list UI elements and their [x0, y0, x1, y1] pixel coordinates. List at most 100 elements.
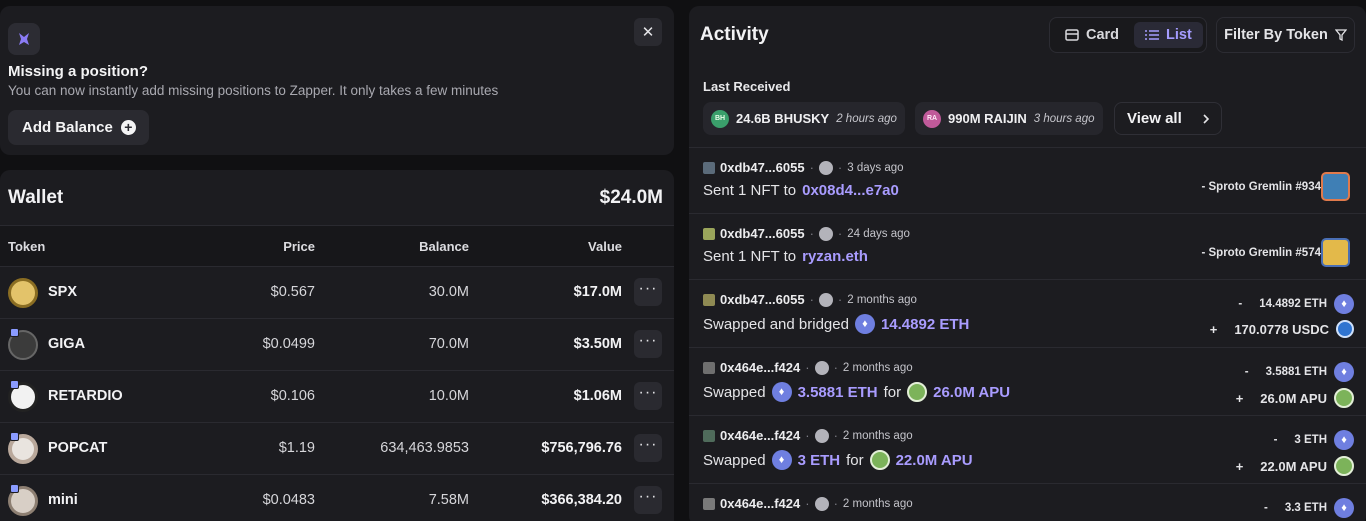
- activity-item[interactable]: 0x464e...f424 · · 2 months ago Swapped ♦…: [689, 415, 1366, 483]
- amount-out: - 14.4892 ETH ♦: [1238, 294, 1354, 314]
- eth-icon: ♦: [1334, 430, 1354, 450]
- chain-badge-icon: [10, 380, 19, 389]
- more-options-button[interactable]: ···: [634, 278, 662, 306]
- token-amount-link[interactable]: 3.5881 ETH: [797, 383, 878, 401]
- token-symbol: RETARDIO: [48, 388, 123, 404]
- wallet-icon: [703, 227, 715, 240]
- recipient-link[interactable]: ryzan.eth: [802, 248, 868, 265]
- token-amount-link[interactable]: 26.0M APU: [933, 383, 1011, 401]
- token-amount-link[interactable]: 14.4892 ETH: [880, 315, 970, 333]
- wallet-icon: [703, 497, 715, 510]
- ethereum-network-icon: [818, 226, 833, 241]
- wallet-address[interactable]: 0x464e...f424: [720, 496, 801, 511]
- token-value: $366,384.20: [541, 492, 622, 508]
- separator: ·: [837, 292, 843, 307]
- wallet-icon: [703, 161, 715, 174]
- ethereum-network-icon: [814, 360, 829, 375]
- col-balance[interactable]: Balance: [419, 239, 469, 254]
- amount-out-value: 14.4892 ETH: [1259, 298, 1327, 310]
- separator: ·: [837, 226, 843, 241]
- minus-sign: -: [1273, 434, 1278, 446]
- activity-item[interactable]: 0x464e...f424 · · 2 months ago Swapped ♦…: [689, 347, 1366, 415]
- filter-by-token-button[interactable]: Filter By Token: [1216, 17, 1355, 53]
- amount-out: - 3 ETH ♦: [1274, 430, 1354, 450]
- giga-token-icon: [8, 330, 38, 360]
- wallet-title: Wallet: [8, 187, 64, 208]
- nft-name: - Sproto Gremlin #934: [1201, 181, 1321, 193]
- activity-item[interactable]: 0xdb47...6055 · · 3 days ago Sent 1 NFT …: [689, 147, 1366, 213]
- token-amount-link[interactable]: 22.0M APU: [895, 451, 973, 469]
- wallet-panel: Wallet $24.0M Token Price Balance Value …: [0, 170, 674, 521]
- wallet-address[interactable]: 0x464e...f424: [720, 360, 801, 375]
- activity-item[interactable]: 0xdb47...6055 · · 24 days ago Sent 1 NFT…: [689, 213, 1366, 279]
- chip-amount: 990M RAIJIN: [948, 111, 1027, 126]
- token-symbol: mini: [48, 492, 78, 508]
- activity-panel: Activity Card List Filter By Token Last …: [689, 6, 1366, 521]
- plus-sign: +: [1209, 321, 1218, 337]
- card-view-button[interactable]: Card: [1054, 22, 1130, 48]
- received-chip[interactable]: RA 990M RAIJIN 3 hours ago: [915, 102, 1103, 135]
- wallet-total: $24.0M: [599, 187, 663, 208]
- amount-out-value: 3.5881 ETH: [1265, 366, 1327, 378]
- recipient-link[interactable]: 0x08d4...e7a0: [802, 182, 899, 199]
- wallet-address[interactable]: 0x464e...f424: [720, 428, 801, 443]
- apu-token-icon: [907, 382, 928, 402]
- col-value[interactable]: Value: [588, 239, 622, 254]
- col-token[interactable]: Token: [8, 239, 46, 254]
- for-label: for: [846, 451, 864, 469]
- nft-thumbnail[interactable]: [1321, 172, 1350, 201]
- table-row[interactable]: SPX $0.567 30.0M $17.0M ···: [0, 267, 674, 319]
- nft-thumbnail[interactable]: [1321, 238, 1350, 267]
- activity-verb: Swapped: [703, 383, 766, 401]
- last-received-label: Last Received: [703, 79, 791, 94]
- table-row[interactable]: mini $0.0483 7.58M $366,384.20 ···: [0, 475, 674, 521]
- ethereum-network-icon: [814, 496, 829, 511]
- table-row[interactable]: RETARDIO $0.106 10.0M $1.06M ···: [0, 371, 674, 423]
- wallet-address[interactable]: 0xdb47...6055: [720, 160, 805, 175]
- wallet-icon: [703, 361, 715, 374]
- wallet-address[interactable]: 0xdb47...6055: [720, 226, 805, 241]
- list-view-button[interactable]: List: [1134, 22, 1203, 48]
- minus-sign: -: [1263, 502, 1268, 514]
- chain-badge-icon: [10, 432, 19, 441]
- usdc-icon: [1336, 320, 1354, 338]
- table-row[interactable]: POPCAT $1.19 634,463.9853 $756,796.76 ··…: [0, 423, 674, 475]
- received-chip[interactable]: BH 24.6B BHUSKY 2 hours ago: [703, 102, 905, 135]
- more-options-button[interactable]: ···: [634, 382, 662, 410]
- token-symbol: POPCAT: [48, 440, 108, 456]
- plus-circle-icon: +: [120, 120, 136, 135]
- chevron-right-icon: [1203, 113, 1209, 124]
- col-price[interactable]: Price: [283, 239, 315, 254]
- ethereum-network-icon: [818, 292, 833, 307]
- more-options-button[interactable]: ···: [634, 330, 662, 358]
- add-balance-button[interactable]: Add Balance +: [8, 110, 149, 145]
- token-balance: 634,463.9853: [380, 440, 469, 456]
- eth-icon: ♦: [771, 382, 792, 402]
- chip-time: 3 hours ago: [1033, 112, 1095, 125]
- separator: ·: [833, 428, 838, 443]
- activity-item[interactable]: 0xdb47...6055 · · 2 months ago Swapped a…: [689, 279, 1366, 347]
- raijin-token-icon: RA: [923, 109, 941, 128]
- activity-item[interactable]: 0x464e...f424 · · 2 months ago - 3.3 ETH…: [689, 483, 1366, 521]
- apu-token-icon: [1334, 456, 1354, 476]
- separator: ·: [805, 360, 810, 375]
- separator: ·: [809, 226, 814, 241]
- close-button[interactable]: ✕: [634, 18, 662, 46]
- separator: ·: [837, 160, 843, 175]
- token-amount-link[interactable]: 3 ETH: [797, 451, 841, 469]
- more-options-button[interactable]: ···: [634, 486, 662, 514]
- amount-in: + 22.0M APU: [1236, 456, 1354, 476]
- token-balance: 10.0M: [428, 388, 469, 404]
- separator: ·: [809, 292, 814, 307]
- missing-position-subtitle: You can now instantly add missing positi…: [8, 83, 499, 98]
- nft-name: - Sproto Gremlin #574: [1201, 247, 1321, 259]
- table-row[interactable]: GIGA $0.0499 70.0M $3.50M ···: [0, 319, 674, 371]
- more-options-button[interactable]: ···: [634, 434, 662, 462]
- token-price: $0.0483: [262, 492, 315, 508]
- wallet-address[interactable]: 0xdb47...6055: [720, 292, 805, 307]
- view-all-button[interactable]: View all: [1114, 102, 1222, 135]
- token-balance: 70.0M: [428, 336, 469, 352]
- for-label: for: [883, 383, 902, 401]
- token-price: $1.19: [278, 440, 315, 456]
- add-balance-label: Add Balance: [22, 119, 113, 136]
